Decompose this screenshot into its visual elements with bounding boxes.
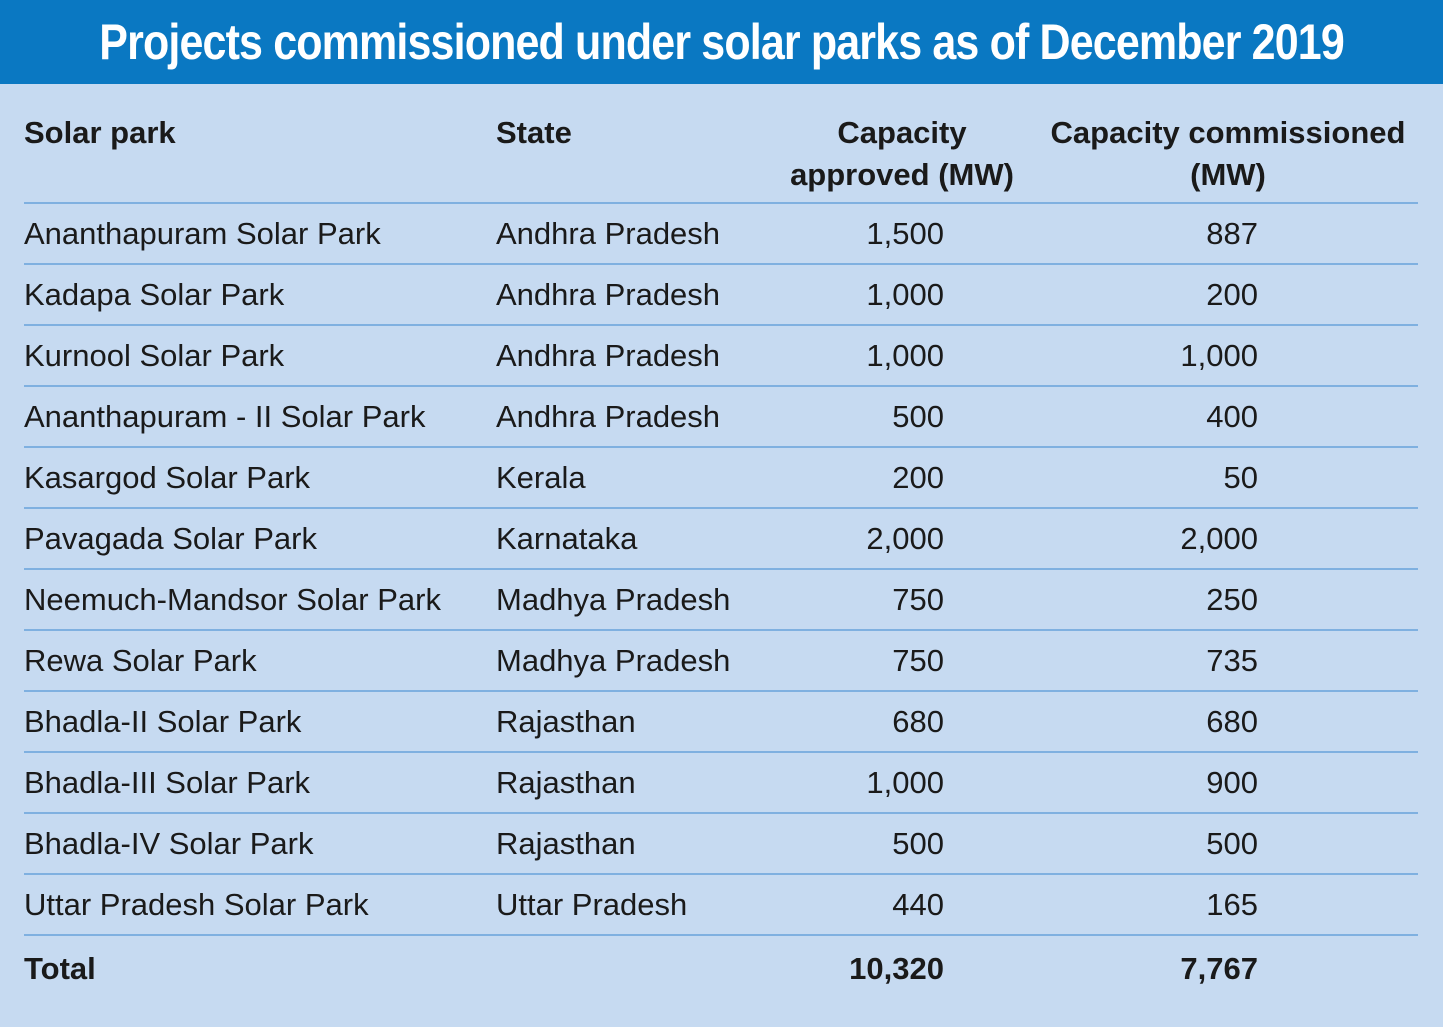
cell-capacity-commissioned: 735: [1038, 630, 1418, 692]
table-row: Bhadla-IV Solar Park Rajasthan 500 500: [24, 813, 1418, 875]
cell-solar-park: Bhadla-II Solar Park: [24, 691, 496, 753]
cell-solar-park: Bhadla-IV Solar Park: [24, 813, 496, 875]
cell-state: Karnataka: [496, 508, 766, 570]
total-label: Total: [24, 951, 96, 986]
table-row: Kasargod Solar Park Kerala 200 50: [24, 447, 1418, 509]
cell-state: Madhya Pradesh: [496, 569, 766, 631]
total-row: Total 10,320 7,767: [24, 935, 1418, 1002]
cell-solar-park: Kasargod Solar Park: [24, 447, 496, 509]
column-header-capacity-commissioned: Capacity commissioned (MW): [1038, 100, 1418, 204]
cell-capacity-commissioned: 1,000: [1038, 325, 1418, 387]
cell-capacity-approved: 500: [766, 813, 1038, 875]
cell-state: Rajasthan: [496, 813, 766, 875]
solar-parks-table: Solar park State Capacity approved (MW) C…: [24, 100, 1418, 1002]
title-bar: Projects commissioned under solar parks …: [0, 0, 1443, 84]
cell-state: Rajasthan: [496, 691, 766, 753]
cell-state: Andhra Pradesh: [496, 386, 766, 448]
cell-solar-park: Ananthapuram - II Solar Park: [24, 386, 496, 448]
cell-capacity-commissioned: 200: [1038, 264, 1418, 326]
cell-state: Rajasthan: [496, 752, 766, 814]
total-capacity-approved: 10,320: [849, 951, 944, 986]
cell-capacity-commissioned: 900: [1038, 752, 1418, 814]
column-header-state: State: [496, 100, 766, 204]
table-row: Ananthapuram Solar Park Andhra Pradesh 1…: [24, 203, 1418, 265]
table-row: Rewa Solar Park Madhya Pradesh 750 735: [24, 630, 1418, 692]
table-container: Solar park State Capacity approved (MW) C…: [24, 100, 1418, 1002]
cell-capacity-approved: 750: [766, 569, 1038, 631]
cell-capacity-approved: 1,500: [766, 203, 1038, 265]
cell-solar-park: Bhadla-III Solar Park: [24, 752, 496, 814]
cell-state: Uttar Pradesh: [496, 874, 766, 936]
cell-state: Andhra Pradesh: [496, 203, 766, 265]
cell-capacity-commissioned: 50: [1038, 447, 1418, 509]
cell-capacity-commissioned: 250: [1038, 569, 1418, 631]
cell-solar-park: Pavagada Solar Park: [24, 508, 496, 570]
cell-state: Andhra Pradesh: [496, 325, 766, 387]
cell-capacity-approved: 500: [766, 386, 1038, 448]
cell-capacity-approved: 680: [766, 691, 1038, 753]
total-capacity-commissioned: 7,767: [1180, 951, 1258, 986]
cell-capacity-commissioned: 680: [1038, 691, 1418, 753]
table-body: Ananthapuram Solar Park Andhra Pradesh 1…: [24, 203, 1418, 936]
column-header-solar-park: Solar park: [24, 100, 496, 204]
table-row: Neemuch-Mandsor Solar Park Madhya Prades…: [24, 569, 1418, 631]
cell-capacity-approved: 2,000: [766, 508, 1038, 570]
cell-solar-park: Kadapa Solar Park: [24, 264, 496, 326]
table-row: Bhadla-II Solar Park Rajasthan 680 680: [24, 691, 1418, 753]
cell-capacity-commissioned: 2,000: [1038, 508, 1418, 570]
table-row: Uttar Pradesh Solar Park Uttar Pradesh 4…: [24, 874, 1418, 936]
column-header-capacity-approved: Capacity approved (MW): [766, 100, 1038, 204]
table-row: Kurnool Solar Park Andhra Pradesh 1,000 …: [24, 325, 1418, 387]
cell-solar-park: Ananthapuram Solar Park: [24, 203, 496, 265]
cell-state: Andhra Pradesh: [496, 264, 766, 326]
column-header-capacity-approved-text: Capacity approved (MW): [790, 115, 1014, 192]
cell-solar-park: Kurnool Solar Park: [24, 325, 496, 387]
table-title: Projects commissioned under solar parks …: [99, 14, 1344, 70]
header-row: Solar park State Capacity approved (MW) C…: [24, 100, 1418, 204]
table-row: Kadapa Solar Park Andhra Pradesh 1,000 2…: [24, 264, 1418, 326]
cell-capacity-commissioned: 165: [1038, 874, 1418, 936]
cell-state: Kerala: [496, 447, 766, 509]
cell-capacity-commissioned: 500: [1038, 813, 1418, 875]
cell-capacity-approved: 200: [766, 447, 1038, 509]
cell-capacity-approved: 440: [766, 874, 1038, 936]
cell-capacity-commissioned: 887: [1038, 203, 1418, 265]
column-header-capacity-commissioned-text: Capacity commissioned (MW): [1050, 115, 1406, 192]
cell-state: Madhya Pradesh: [496, 630, 766, 692]
cell-capacity-approved: 1,000: [766, 264, 1038, 326]
total-state-empty: [496, 935, 766, 1002]
cell-capacity-approved: 1,000: [766, 752, 1038, 814]
cell-capacity-approved: 1,000: [766, 325, 1038, 387]
cell-solar-park: Rewa Solar Park: [24, 630, 496, 692]
cell-capacity-commissioned: 400: [1038, 386, 1418, 448]
cell-solar-park: Uttar Pradesh Solar Park: [24, 874, 496, 936]
cell-solar-park: Neemuch-Mandsor Solar Park: [24, 569, 496, 631]
table-row: Ananthapuram - II Solar Park Andhra Prad…: [24, 386, 1418, 448]
table-row: Bhadla-III Solar Park Rajasthan 1,000 90…: [24, 752, 1418, 814]
table-row: Pavagada Solar Park Karnataka 2,000 2,00…: [24, 508, 1418, 570]
cell-capacity-approved: 750: [766, 630, 1038, 692]
